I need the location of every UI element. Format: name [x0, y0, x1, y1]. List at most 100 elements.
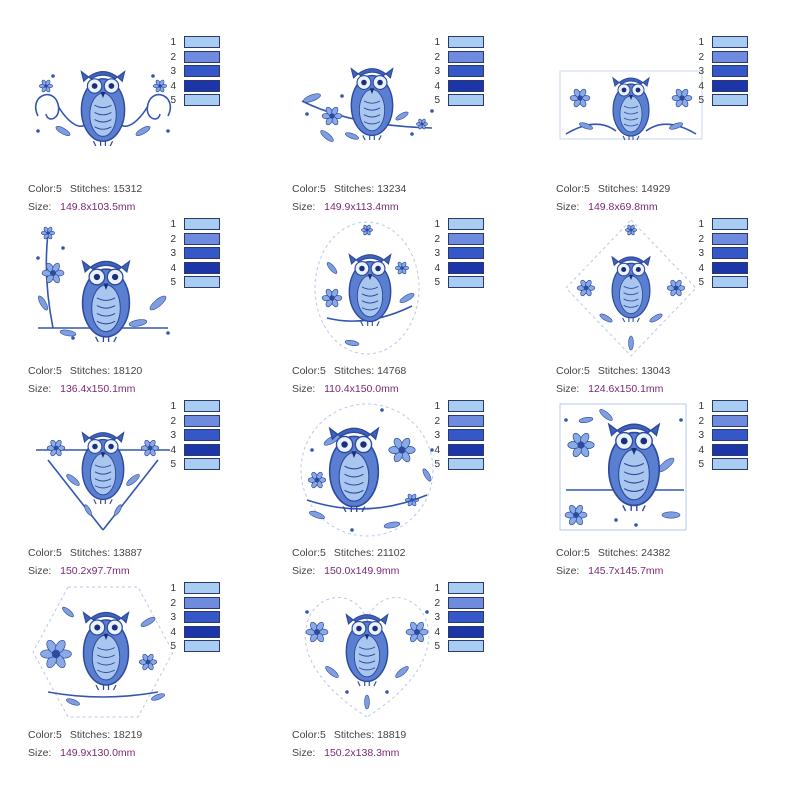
- leaf-motif: [422, 468, 432, 482]
- color-swatch: [448, 414, 484, 427]
- design-card[interactable]: 1 2 3 4 5 Color:5 Stitches: 18120 Size: 136.4x1…: [28, 218, 292, 400]
- dot-motif: [166, 331, 170, 335]
- palette-index: 2: [170, 51, 176, 63]
- frame-border: [314, 221, 420, 355]
- palette-row: 2: [166, 414, 226, 430]
- design-thumbnail[interactable]: [28, 400, 178, 540]
- design-card[interactable]: 1 2 3 4 5 Color:5 Stitches: 13234 Size: 149.9x1…: [292, 36, 556, 218]
- design-card[interactable]: 1 2 3 4 5 Color:5 Stitches: 14929 Size: 149.8x6…: [556, 36, 793, 218]
- design-thumbnail[interactable]: [28, 582, 178, 722]
- design-card[interactable]: 1 2 3 4 5 Color:5 Stitches: 21102 Size: 150.0x1…: [292, 400, 556, 582]
- design-card[interactable]: 1 2 3 4 5 Color:5 Stitches: 15312 Size: 149.8x1…: [28, 36, 292, 218]
- flower-motif: [576, 279, 596, 297]
- palette-row: 3: [694, 429, 754, 444]
- size-line: Size: 150.0x149.9mm: [292, 562, 405, 580]
- design-info: Color:5 Stitches: 18219 Size: 149.9x130.0m…: [28, 726, 142, 762]
- design-thumbnail[interactable]: [292, 36, 442, 176]
- size-label: Size:: [292, 565, 316, 577]
- design-card[interactable]: 1 2 3 4 5 Color:5 Stitches: 18819 Size: 150.2x1…: [292, 582, 556, 764]
- design-thumbnail[interactable]: [28, 36, 178, 176]
- leaf-motif: [325, 666, 339, 678]
- palette-index: 1: [170, 583, 176, 594]
- dot-motif: [36, 129, 40, 133]
- palette-row: 2: [166, 50, 226, 66]
- design-thumbnail[interactable]: [292, 582, 442, 722]
- owl-figure: [611, 255, 651, 323]
- dot-motif: [61, 246, 65, 250]
- color-swatch: [448, 94, 484, 107]
- leaf-motif: [661, 511, 681, 519]
- design-info: Color:5 Stitches: 13887 Size: 150.2x97.7mm: [28, 544, 142, 580]
- design-info: Color:5 Stitches: 13043 Size: 124.6x150.1m…: [556, 362, 670, 398]
- palette-row: 1: [430, 582, 490, 597]
- palette-row: 3: [166, 429, 226, 444]
- design-thumbnail[interactable]: [556, 36, 706, 176]
- owl-figure: [82, 610, 130, 691]
- palette-index: 4: [434, 444, 440, 456]
- color-swatch: [712, 247, 748, 260]
- size-label: Size:: [292, 383, 316, 395]
- design-card[interactable]: 1 2 3 4 5 Color:5 Stitches: 18219 Size: 149.9x1…: [28, 582, 292, 764]
- design-card[interactable]: 1 2 3 4 5 Color:5 Stitches: 13043 Size: 124.6x1…: [556, 218, 793, 400]
- size-value: 149.9x113.4mm: [324, 201, 399, 213]
- flower-motif: [41, 226, 55, 240]
- design-card[interactable]: 1 2 3 4 5 Color:5 Stitches: 14768 Size: 110.4x1…: [292, 218, 556, 400]
- palette-row: 5: [166, 94, 226, 109]
- palette-index: 3: [170, 430, 176, 442]
- stitches-label: Stitches:: [333, 183, 375, 195]
- color-swatch: [184, 247, 220, 260]
- color-swatch: [184, 94, 220, 107]
- palette-index: 2: [698, 233, 704, 245]
- palette-row: 3: [694, 247, 754, 262]
- color-swatch: [448, 232, 484, 245]
- palette-row: 2: [430, 50, 490, 66]
- palette-row: 4: [430, 625, 490, 641]
- size-value: 124.6x150.1mm: [588, 383, 664, 395]
- palette-row: 5: [166, 458, 226, 473]
- color-swatch: [184, 276, 220, 289]
- vine-motif: [47, 691, 159, 698]
- thread-color-palette: 1 2 3 4 5: [430, 218, 490, 291]
- color-swatch: [184, 429, 220, 442]
- palette-row: 5: [430, 94, 490, 109]
- design-thumbnail[interactable]: [556, 400, 706, 540]
- palette-index: 4: [170, 80, 176, 92]
- flower-motif: [39, 79, 53, 93]
- palette-index: 1: [170, 219, 176, 230]
- design-info: Color:5 Stitches: 18819 Size: 150.2x138.3m…: [292, 726, 406, 762]
- owl-embroidery-image: [28, 400, 178, 540]
- palette-row: 3: [430, 429, 490, 444]
- palette-row: 2: [430, 414, 490, 430]
- design-thumbnail[interactable]: [292, 218, 442, 358]
- color-swatch: [712, 458, 748, 471]
- design-thumbnail[interactable]: [292, 400, 442, 540]
- leaf-motif: [344, 339, 360, 347]
- design-thumbnail[interactable]: [556, 218, 706, 358]
- palette-row: 2: [694, 50, 754, 66]
- size-label: Size:: [28, 747, 52, 759]
- palette-row: 3: [430, 65, 490, 80]
- palette-row: 3: [166, 247, 226, 262]
- palette-row: 4: [694, 261, 754, 277]
- flower-motif: [671, 88, 693, 108]
- flower-motif: [153, 79, 167, 93]
- color-swatch: [184, 625, 220, 638]
- owl-figure: [612, 76, 650, 141]
- dot-motif: [305, 610, 309, 614]
- stitches-label: Stitches:: [597, 547, 639, 559]
- palette-index: 2: [698, 51, 704, 63]
- owl-figure: [81, 431, 125, 505]
- design-card[interactable]: 1 2 3 4 5 Color:5 Stitches: 13887 Size: 150.2x9…: [28, 400, 292, 582]
- stitches-label: Stitches:: [597, 183, 639, 195]
- design-thumbnail[interactable]: [28, 218, 178, 358]
- color-count: 5: [320, 183, 326, 195]
- size-value: 149.8x69.8mm: [588, 201, 658, 213]
- frame-border: [32, 586, 174, 718]
- color-count: 5: [320, 729, 326, 741]
- color-swatch: [712, 218, 748, 230]
- palette-index: 4: [434, 626, 440, 638]
- color-stitches-line: Color:5 Stitches: 13043: [556, 362, 670, 380]
- design-card[interactable]: 1 2 3 4 5 Color:5 Stitches: 24382 Size: 145.7x1…: [556, 400, 793, 582]
- dot-motif: [679, 418, 683, 422]
- color-swatch: [448, 582, 484, 594]
